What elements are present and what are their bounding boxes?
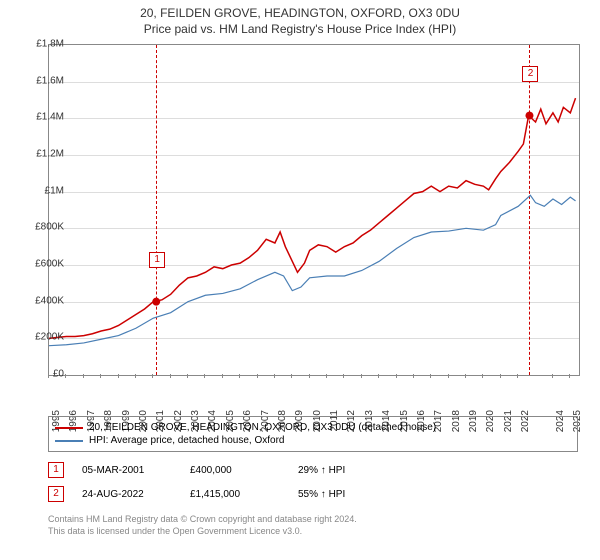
legend-row: 20, FEILDEN GROVE, HEADINGTON, OXFORD, O… (55, 421, 571, 434)
sale-marker-dot (152, 298, 160, 306)
y-tick-label: £400K (20, 295, 64, 306)
series-hpi (49, 195, 576, 345)
y-tick-label: £1.2M (20, 149, 64, 160)
sale-row: 2 24-AUG-2022 £1,415,000 55% ↑ HPI (48, 482, 578, 506)
sale-marker-dot (525, 112, 533, 120)
chart-subtitle: Price paid vs. HM Land Registry's House … (0, 22, 600, 36)
sale-price: £1,415,000 (190, 489, 280, 500)
sale-row-marker: 1 (48, 462, 64, 478)
chart-title: 20, FEILDEN GROVE, HEADINGTON, OXFORD, O… (0, 6, 600, 20)
sale-price: £400,000 (190, 465, 280, 476)
y-tick-label: £0 (20, 369, 64, 380)
chart-titles: 20, FEILDEN GROVE, HEADINGTON, OXFORD, O… (0, 0, 600, 36)
y-tick-label: £1.6M (20, 75, 64, 86)
plot-area: 12 (48, 44, 580, 376)
legend-row: HPI: Average price, detached house, Oxfo… (55, 434, 571, 447)
chart-container: 20, FEILDEN GROVE, HEADINGTON, OXFORD, O… (0, 0, 600, 560)
sale-delta: 29% ↑ HPI (298, 465, 388, 476)
sale-details: 1 05-MAR-2001 £400,000 29% ↑ HPI 2 24-AUG-202… (48, 458, 578, 506)
footer-line1: Contains HM Land Registry data © Crown c… (48, 514, 578, 526)
series-price_paid (49, 98, 576, 338)
sale-date: 24-AUG-2022 (82, 489, 172, 500)
footer-attribution: Contains HM Land Registry data © Crown c… (48, 514, 578, 537)
y-tick-label: £1.4M (20, 112, 64, 123)
sale-row-marker: 2 (48, 486, 64, 502)
sale-delta: 55% ↑ HPI (298, 489, 388, 500)
legend-label: HPI: Average price, detached house, Oxfo… (89, 435, 285, 446)
sale-date: 05-MAR-2001 (82, 465, 172, 476)
y-tick-label: £1.8M (20, 39, 64, 50)
legend-label: 20, FEILDEN GROVE, HEADINGTON, OXFORD, O… (89, 422, 436, 433)
sale-marker-box: 2 (522, 66, 538, 82)
y-tick-label: £200K (20, 332, 64, 343)
sale-marker-box: 1 (149, 252, 165, 268)
legend-swatch (55, 440, 83, 442)
y-tick-label: £600K (20, 259, 64, 270)
y-tick-label: £800K (20, 222, 64, 233)
footer-line2: This data is licensed under the Open Gov… (48, 526, 578, 538)
chart-lines (49, 45, 579, 375)
sale-row: 1 05-MAR-2001 £400,000 29% ↑ HPI (48, 458, 578, 482)
legend-swatch (55, 427, 83, 429)
legend: 20, FEILDEN GROVE, HEADINGTON, OXFORD, O… (48, 416, 578, 452)
y-tick-label: £1M (20, 185, 64, 196)
